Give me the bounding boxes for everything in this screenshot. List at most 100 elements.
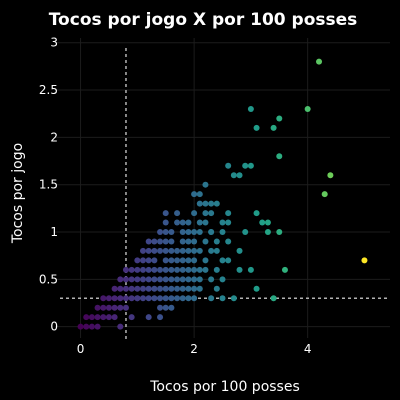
y-tick-label: 0 xyxy=(50,320,58,334)
data-point xyxy=(208,276,215,283)
data-point xyxy=(247,105,254,112)
data-point xyxy=(202,210,209,217)
data-point xyxy=(213,247,220,254)
data-point xyxy=(202,219,209,226)
data-point xyxy=(151,285,158,292)
y-tick-label: 3 xyxy=(50,36,58,50)
data-point xyxy=(134,285,141,292)
data-point xyxy=(185,257,192,264)
data-point xyxy=(185,276,192,283)
data-point xyxy=(151,238,158,245)
data-point xyxy=(219,276,226,283)
data-point xyxy=(77,323,84,330)
data-point xyxy=(122,304,129,311)
data-point xyxy=(208,210,215,217)
data-point xyxy=(264,219,271,226)
data-point xyxy=(185,266,192,273)
chart-title: Tocos por jogo X por 100 posses xyxy=(49,10,358,30)
data-point xyxy=(179,229,186,236)
data-point xyxy=(145,238,152,245)
y-tick-label: 2.5 xyxy=(39,83,58,97)
data-point xyxy=(128,285,135,292)
data-point xyxy=(157,238,164,245)
data-point xyxy=(122,295,129,302)
data-point xyxy=(236,172,243,179)
data-point xyxy=(219,229,226,236)
data-point xyxy=(179,247,186,254)
data-point xyxy=(157,314,164,321)
data-point xyxy=(100,314,107,321)
data-point xyxy=(191,238,198,245)
data-point xyxy=(276,229,283,236)
data-point xyxy=(174,210,181,217)
data-point xyxy=(157,295,164,302)
data-point xyxy=(162,210,169,217)
data-point xyxy=(174,247,181,254)
data-point xyxy=(174,219,181,226)
data-point xyxy=(321,191,328,198)
data-point xyxy=(196,276,203,283)
data-point xyxy=(88,323,95,330)
x-axis-ticks: 0 2 4 xyxy=(77,342,312,356)
data-point xyxy=(202,238,209,245)
data-point xyxy=(208,295,215,302)
data-point xyxy=(134,266,141,273)
data-point xyxy=(253,210,260,217)
data-point xyxy=(276,115,283,122)
data-point xyxy=(174,276,181,283)
data-point xyxy=(151,295,158,302)
data-point xyxy=(117,276,124,283)
data-point xyxy=(185,219,192,226)
data-point xyxy=(94,304,101,311)
data-point xyxy=(162,304,169,311)
data-point xyxy=(162,276,169,283)
data-point xyxy=(128,295,135,302)
data-point xyxy=(196,219,203,226)
data-point xyxy=(168,247,175,254)
data-point xyxy=(179,266,186,273)
data-point xyxy=(168,238,175,245)
data-point xyxy=(264,229,271,236)
data-point xyxy=(259,219,266,226)
data-point xyxy=(162,285,169,292)
data-point xyxy=(162,257,169,264)
data-point xyxy=(191,266,198,273)
data-point xyxy=(196,247,203,254)
data-point xyxy=(151,257,158,264)
data-point xyxy=(162,219,169,226)
data-point xyxy=(100,295,107,302)
data-point xyxy=(174,266,181,273)
data-point xyxy=(134,257,141,264)
x-tick-label: 0 xyxy=(77,342,85,356)
data-point xyxy=(168,295,175,302)
data-point xyxy=(253,124,260,131)
data-point xyxy=(162,229,169,236)
data-point xyxy=(111,314,118,321)
data-point xyxy=(117,295,124,302)
data-point xyxy=(281,266,288,273)
data-point xyxy=(145,295,152,302)
data-point xyxy=(242,229,249,236)
data-point xyxy=(191,285,198,292)
data-point xyxy=(185,295,192,302)
data-point xyxy=(208,229,215,236)
data-point xyxy=(94,314,101,321)
data-point xyxy=(140,285,147,292)
data-point xyxy=(196,285,203,292)
data-point xyxy=(191,229,198,236)
data-point xyxy=(185,247,192,254)
data-point xyxy=(140,266,147,273)
y-tick-label: 1.5 xyxy=(39,178,58,192)
data-point xyxy=(140,276,147,283)
data-point xyxy=(83,323,90,330)
data-point xyxy=(145,314,152,321)
data-points xyxy=(77,58,368,330)
data-point xyxy=(236,247,243,254)
data-point xyxy=(225,162,232,169)
data-point xyxy=(168,304,175,311)
data-point xyxy=(145,276,152,283)
data-point xyxy=(191,276,198,283)
data-point xyxy=(145,285,152,292)
data-point xyxy=(111,285,118,292)
